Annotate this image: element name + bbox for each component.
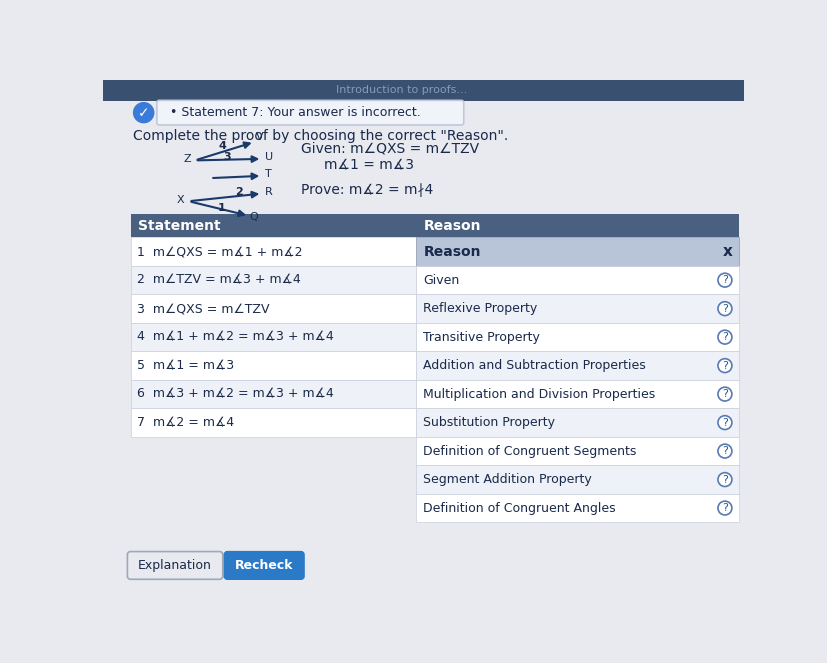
Text: ?: ? [722,361,728,371]
Text: Reason: Reason [423,219,481,233]
Circle shape [718,501,732,515]
FancyBboxPatch shape [416,294,739,323]
Circle shape [718,273,732,287]
FancyBboxPatch shape [416,408,739,437]
Text: R: R [265,187,272,197]
Text: ?: ? [722,418,728,428]
Text: X: X [176,195,184,205]
FancyBboxPatch shape [131,380,416,408]
Text: ?: ? [722,389,728,399]
Text: 1  m∠QXS = m∡1 + m∡2: 1 m∠QXS = m∡1 + m∡2 [136,245,302,258]
Text: T: T [265,169,271,180]
Circle shape [718,444,732,458]
FancyBboxPatch shape [416,437,739,465]
Circle shape [718,387,732,401]
FancyBboxPatch shape [103,80,744,101]
Text: Reflexive Property: Reflexive Property [423,302,538,315]
Text: 5  m∡1 = m∡3: 5 m∡1 = m∡3 [136,359,234,372]
Text: Q: Q [249,212,258,223]
FancyBboxPatch shape [416,237,739,266]
Text: 3  m∠QXS = m∠TZV: 3 m∠QXS = m∠TZV [136,302,270,315]
Text: U: U [265,152,273,162]
Text: ✓: ✓ [138,105,150,119]
Text: Substitution Property: Substitution Property [423,416,556,429]
Text: • Statement 7: Your answer is incorrect.: • Statement 7: Your answer is incorrect. [170,106,421,119]
Text: ?: ? [722,332,728,342]
Text: 7  m∡2 = m∡4: 7 m∡2 = m∡4 [136,416,234,429]
Text: 6  m∡3 + m∡2 = m∡3 + m∡4: 6 m∡3 + m∡2 = m∡3 + m∡4 [136,388,333,400]
FancyBboxPatch shape [127,552,222,579]
FancyBboxPatch shape [416,351,739,380]
Text: V: V [256,132,264,142]
FancyBboxPatch shape [416,323,739,351]
Text: Introduction to proofs...: Introduction to proofs... [336,86,467,95]
Text: Definition of Congruent Segments: Definition of Congruent Segments [423,445,637,457]
FancyBboxPatch shape [131,323,416,351]
FancyBboxPatch shape [416,465,739,494]
FancyBboxPatch shape [131,266,416,294]
Text: Prove: m∡2 = m∤4: Prove: m∡2 = m∤4 [301,182,433,196]
FancyBboxPatch shape [131,351,416,380]
FancyBboxPatch shape [416,266,739,294]
Text: Multiplication and Division Properties: Multiplication and Division Properties [423,388,656,400]
Circle shape [718,330,732,344]
Text: 4: 4 [218,141,226,151]
FancyBboxPatch shape [131,408,416,437]
Text: 4  m∡1 + m∡2 = m∡3 + m∡4: 4 m∡1 + m∡2 = m∡3 + m∡4 [136,331,333,343]
Text: Statement: Statement [138,219,221,233]
Circle shape [718,359,732,373]
Text: ?: ? [722,446,728,456]
FancyBboxPatch shape [416,380,739,408]
Text: Given: m∠QXS = m∠TZV: Given: m∠QXS = m∠TZV [301,142,479,156]
FancyBboxPatch shape [157,100,464,125]
Text: 3: 3 [223,152,231,162]
Circle shape [718,473,732,487]
Text: Complete the proof by choosing the correct "Reason".: Complete the proof by choosing the corre… [133,129,508,143]
FancyBboxPatch shape [131,294,416,323]
Text: x: x [722,244,732,259]
Text: Addition and Subtraction Properties: Addition and Subtraction Properties [423,359,646,372]
FancyBboxPatch shape [224,552,304,579]
Text: 1: 1 [218,204,225,213]
Text: Given: Given [423,274,460,286]
Circle shape [718,416,732,430]
Text: Transitive Property: Transitive Property [423,331,540,343]
Text: ?: ? [722,275,728,285]
Text: ?: ? [722,475,728,485]
FancyBboxPatch shape [416,494,739,522]
Text: ?: ? [722,503,728,513]
Text: Explanation: Explanation [138,559,212,572]
FancyBboxPatch shape [131,214,739,237]
Circle shape [134,103,154,123]
Text: Definition of Congruent Angles: Definition of Congruent Angles [423,502,616,514]
Text: 2  m∠TZV = m∡3 + m∡4: 2 m∠TZV = m∡3 + m∡4 [136,274,300,286]
Text: Reason: Reason [423,245,481,259]
Text: ?: ? [722,304,728,314]
Text: Segment Addition Property: Segment Addition Property [423,473,592,486]
Circle shape [718,302,732,316]
Text: 2: 2 [235,187,243,197]
FancyBboxPatch shape [131,237,416,266]
Text: Z: Z [184,154,191,164]
Text: Recheck: Recheck [235,559,293,572]
Text: m∡1 = m∡3: m∡1 = m∡3 [324,157,414,171]
